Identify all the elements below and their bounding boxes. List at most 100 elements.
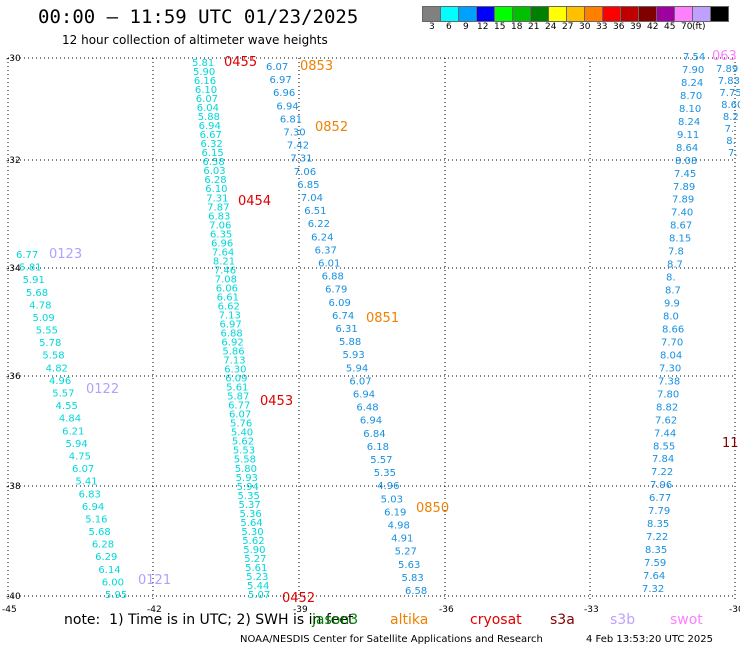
wave-height-value: 7.30 bbox=[659, 363, 681, 374]
pass-time-label: 0122 bbox=[86, 382, 119, 397]
wave-height-value: 7.46 bbox=[214, 265, 236, 276]
color-scale-labels: 3 6 9 12 15 18 21 24 27 30 33 36 39 42 45 70 (ft) bbox=[422, 22, 740, 34]
wave-height-value: 7.79 bbox=[648, 506, 670, 517]
wave-height-value: 7.89 bbox=[673, 182, 695, 193]
wave-height-value: 5.63 bbox=[398, 560, 420, 571]
wave-height-value: 5.83 bbox=[402, 573, 424, 584]
pass-time-label: 0853 bbox=[300, 59, 333, 74]
wave-height-value: 7.44 bbox=[654, 428, 676, 439]
wave-height-value: 5.57 bbox=[370, 455, 392, 466]
color-scale-label: 9 bbox=[463, 22, 469, 32]
wave-height-value: 6.10 bbox=[205, 184, 227, 195]
wave-height-value: 6.94 bbox=[82, 502, 104, 513]
wave-height-value: 8.67 bbox=[670, 221, 692, 232]
wave-height-value: 7.06 bbox=[294, 167, 316, 178]
color-scale-label: 45 bbox=[664, 22, 676, 32]
wave-height-value: 5.57 bbox=[52, 389, 74, 400]
color-scale-label: 21 bbox=[528, 22, 540, 32]
satellite-legend-item: jason3 bbox=[312, 612, 359, 628]
wave-height-value: 8.2 bbox=[723, 112, 739, 123]
lon-label: -39 bbox=[293, 605, 308, 615]
wave-height-value: 5.91 bbox=[23, 275, 45, 286]
wave-height-value: 7.45 bbox=[674, 169, 696, 180]
color-scale-label: 24 bbox=[545, 22, 557, 32]
wave-height-value: 5.61 bbox=[226, 383, 248, 394]
wave-height-value: 7.64 bbox=[212, 247, 234, 258]
wave-height-value: 6.96 bbox=[211, 238, 233, 249]
footer-timestamp: 4 Feb 13:53:20 UTC 2025 bbox=[586, 634, 713, 645]
footer-credit: NOAA/NESDIS Center for Satellite Applica… bbox=[240, 634, 543, 645]
wave-height-value: 6.00 bbox=[102, 577, 124, 588]
wave-height-value: 4.91 bbox=[391, 534, 413, 545]
wave-height-value: 5.62 bbox=[242, 536, 264, 547]
wave-height-value: 6.32 bbox=[201, 139, 223, 150]
pass-time-label: 11 bbox=[722, 436, 739, 451]
color-scale-label: 36 bbox=[613, 22, 625, 32]
wave-height-value: 5.37 bbox=[239, 500, 261, 511]
wave-height-value: 6.22 bbox=[308, 219, 330, 230]
wave-height-value: 8.35 bbox=[647, 519, 669, 530]
wave-height-value: 6.07 bbox=[196, 94, 218, 105]
color-scale-label: 3 bbox=[429, 22, 435, 32]
color-scale-label: 18 bbox=[511, 22, 523, 32]
wave-height-value: 5.88 bbox=[339, 337, 361, 348]
wave-height-value: 6.58 bbox=[202, 157, 224, 168]
wave-height-value: 6.48 bbox=[356, 403, 378, 414]
wave-height-value: 5.68 bbox=[26, 288, 48, 299]
wave-height-value: 7.84 bbox=[652, 454, 674, 465]
wave-height-value: 7.64 bbox=[643, 571, 665, 582]
color-scale-label: 39 bbox=[630, 22, 642, 32]
color-scale-label: 15 bbox=[494, 22, 506, 32]
map-subtitle: 12 hour collection of altimeter wave hei… bbox=[62, 33, 328, 47]
wave-height-value: 7.87 bbox=[207, 202, 229, 213]
wave-height-value: 6.29 bbox=[95, 552, 117, 563]
wave-height-value: 8.15 bbox=[669, 234, 691, 245]
wave-height-value: 8.10 bbox=[679, 104, 701, 115]
color-scale-boxes bbox=[422, 6, 729, 22]
wave-height-value: 6.77 bbox=[649, 493, 671, 504]
wave-height-value: 7.31 bbox=[206, 193, 228, 204]
wave-height-value: 5.90 bbox=[193, 67, 215, 78]
wave-height-value: 6.88 bbox=[220, 329, 242, 340]
wave-height-value: 7.83 bbox=[718, 76, 740, 87]
wave-height-value: 6.07 bbox=[349, 376, 371, 387]
wave-height-value: 8.60 bbox=[721, 100, 740, 111]
wave-height-value: 6.09 bbox=[329, 298, 351, 309]
wave-height-value: 5.36 bbox=[239, 509, 261, 520]
wave-height-value: 6.14 bbox=[98, 565, 120, 576]
wave-height-value: 6.07 bbox=[72, 464, 94, 475]
wave-height-value: 6.30 bbox=[224, 365, 246, 376]
wave-height-value: 5.61 bbox=[245, 563, 267, 574]
wave-height-value: 6.28 bbox=[92, 540, 114, 551]
lon-label: -42 bbox=[147, 605, 162, 615]
wave-height-value: 5.30 bbox=[241, 527, 263, 538]
wave-height-value: 4.78 bbox=[29, 300, 51, 311]
wave-height-value: 6.35 bbox=[210, 229, 232, 240]
wave-height-value: 6.94 bbox=[353, 390, 375, 401]
color-scale-label: (ft) bbox=[692, 22, 706, 32]
wave-height-value: 8.7 bbox=[665, 286, 681, 297]
wave-height-value: 6.19 bbox=[384, 507, 406, 518]
pass-time-label: 0453 bbox=[260, 394, 293, 409]
wave-height-value: 8. bbox=[666, 273, 676, 284]
wave-height-value: 7.59 bbox=[644, 558, 666, 569]
wave-height-value: 5.07 bbox=[248, 590, 270, 601]
wave-height-value: 4.55 bbox=[56, 401, 78, 412]
lon-label: -45 bbox=[2, 605, 17, 615]
wave-height-value: 5.88 bbox=[198, 112, 220, 123]
wave-height-value: 5.81 bbox=[192, 58, 214, 69]
wave-height-value: 7.8 bbox=[668, 247, 684, 258]
wave-height-value: 6.07 bbox=[229, 410, 251, 421]
wave-height-value: 6.85 bbox=[297, 180, 319, 191]
wave-height-value: 7.70 bbox=[661, 337, 683, 348]
wave-height-value: 5.27 bbox=[244, 554, 266, 565]
wave-height-value: 6.62 bbox=[218, 301, 240, 312]
wave-height-value: 7. bbox=[725, 124, 735, 135]
wave-height-value: 6.94 bbox=[360, 416, 382, 427]
wave-height-value: 5.86 bbox=[222, 347, 244, 358]
wave-height-value: 5.41 bbox=[75, 477, 97, 488]
wave-height-value: 7.90 bbox=[682, 65, 704, 76]
satellite-legend-item: altika bbox=[390, 612, 429, 628]
color-scale-label: 12 bbox=[477, 22, 489, 32]
wave-height-value: 7.13 bbox=[223, 356, 245, 367]
